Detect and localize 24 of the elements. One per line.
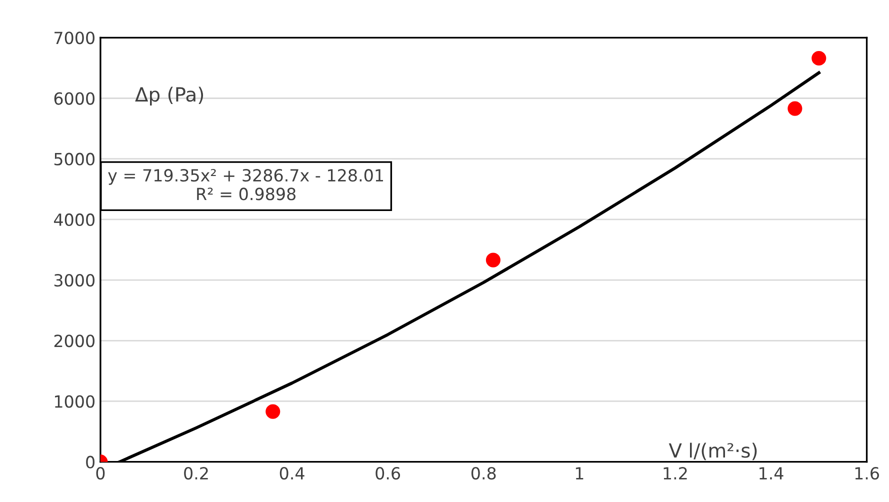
x-tick-label: 0.8 xyxy=(471,466,496,480)
y-tick-label: 1000 xyxy=(55,395,94,408)
x-tick-label: 0.2 xyxy=(184,466,208,480)
annotation: y = 719.35x² + 3286.7x - 128.01 R² = 0.9898 xyxy=(108,169,383,200)
y-tick-label: 2000 xyxy=(54,334,94,348)
x-tick-label: 1.2 xyxy=(664,466,687,480)
x-tick-label: 1.6 xyxy=(855,466,879,480)
x-tick-label: 1 xyxy=(576,467,584,480)
point xyxy=(486,252,500,268)
y-tick-label: 5000 xyxy=(54,152,94,166)
point xyxy=(812,50,826,66)
point xyxy=(788,101,802,116)
x-tick-label: 0 xyxy=(96,466,105,480)
x-axis-title: V l/(m²·s) xyxy=(668,442,757,460)
y-tick-label: 0 xyxy=(86,456,94,468)
x-tick-label: 1.4 xyxy=(760,467,784,480)
x-tick-label: 0.6 xyxy=(376,466,400,480)
y-tick-label: 3000 xyxy=(54,274,94,287)
y-tick-label: 4000 xyxy=(54,213,94,226)
y-tick-label: 7000 xyxy=(54,32,94,44)
x-tick-label: 0.4 xyxy=(280,466,304,480)
y-axis-title: Δp (Pa) xyxy=(135,86,204,106)
point xyxy=(266,404,280,419)
y-tick-label: 6000 xyxy=(54,92,94,105)
